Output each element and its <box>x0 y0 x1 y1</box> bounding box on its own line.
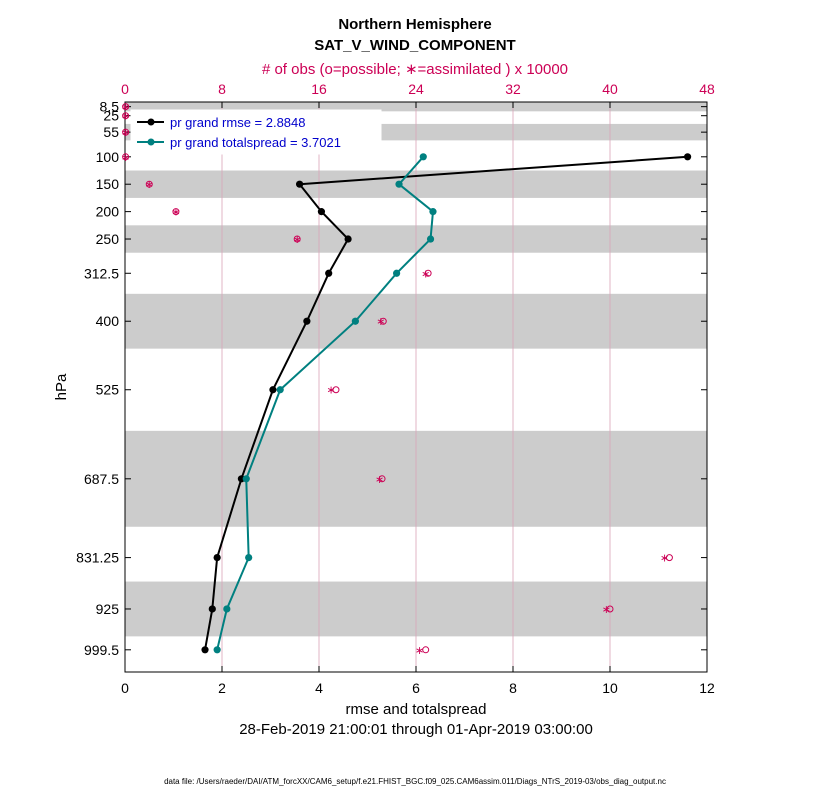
x-axis-label: rmse and totalspread <box>346 701 487 718</box>
obs-assimilated-marker: ∗ <box>121 151 130 164</box>
series-point-1 <box>245 553 253 562</box>
series-point-1 <box>276 386 284 394</box>
x-tick-label: 8 <box>509 680 517 696</box>
y-tick-label: 999.5 <box>84 642 119 658</box>
x-tick-label: 2 <box>218 680 226 696</box>
series-point-0 <box>208 605 216 613</box>
series-point-1 <box>426 235 435 243</box>
legend: pr grand rmse = 2.8848 pr grand totalspr… <box>130 109 382 155</box>
chart-subtitle: SAT_V_WIND_COMPONENT <box>314 37 515 54</box>
y-tick-label: 100 <box>96 149 120 165</box>
series-point-1 <box>419 153 427 161</box>
y-tick-label: 925 <box>96 601 120 617</box>
obs-possible-marker <box>379 317 387 325</box>
series-point-0 <box>317 208 326 216</box>
axis-ticks: 0 2 4 6 8 10 120 8 16 24 32 40 488.52555100150200250… <box>76 81 715 696</box>
obs-assimilated-marker: ∗ <box>376 315 385 328</box>
series-point-1 <box>223 605 231 613</box>
obs-possible-marker <box>293 235 301 243</box>
x-tick-label: 12 <box>699 680 715 696</box>
obs-possible-marker <box>122 112 130 120</box>
obs-count-markers: ∗∗∗∗∗∗∗∗∗∗∗∗∗∗ <box>121 101 673 657</box>
y-tick-label: 150 <box>96 176 120 192</box>
obs-assimilated-marker: ∗ <box>375 473 384 486</box>
series-point-0 <box>296 180 304 188</box>
y-tick-label: 831.25 <box>76 550 119 566</box>
obs-assimilated-marker: ∗ <box>415 644 424 657</box>
obs-possible-marker <box>422 646 430 654</box>
top-tick-label: 24 <box>408 81 424 97</box>
series-point-1 <box>395 180 403 188</box>
x-tick-label: 0 <box>121 680 129 696</box>
legend-spread-label: pr grand totalspread = 3.7021 <box>170 135 341 150</box>
obs-assimilated-marker: ∗ <box>171 206 180 219</box>
vertical-gridlines <box>221 102 611 672</box>
top-tick-label: 48 <box>699 81 715 97</box>
obs-possible-marker <box>122 103 130 111</box>
series-point-1 <box>429 208 437 216</box>
series-point-0 <box>201 646 209 654</box>
y-tick-label: 8.5 <box>100 99 120 115</box>
y-tick-label: 200 <box>96 204 120 220</box>
data-file-footnote: data file: /Users/raeder/DAI/ATM_forcXX/… <box>164 777 666 786</box>
top-tick-label: 32 <box>505 81 521 97</box>
series-point-0 <box>213 553 221 562</box>
y-tick-label: 55 <box>103 124 119 140</box>
top-tick-label: 16 <box>311 81 327 97</box>
obs-possible-marker <box>172 208 180 216</box>
obs-assimilated-marker: ∗ <box>145 178 154 191</box>
legend-box <box>130 109 382 155</box>
x-tick-label: 10 <box>602 680 618 696</box>
series-point-1 <box>242 475 250 483</box>
series-lines <box>201 153 692 654</box>
obs-possible-marker <box>122 128 130 136</box>
top-axis-label: # of obs (o=possible; ∗=assimilated ) x … <box>262 61 568 78</box>
series-point-0 <box>303 317 311 325</box>
x-tick-label: 4 <box>315 680 323 696</box>
top-tick-label: 0 <box>121 81 129 97</box>
obs-assimilated-marker: ∗ <box>121 126 130 139</box>
x-tick-label: 6 <box>412 680 420 696</box>
legend-rmse-marker <box>147 118 155 126</box>
obs-possible-marker <box>378 475 386 483</box>
obs-possible-marker <box>424 269 432 277</box>
y-axis-label: hPa <box>53 373 70 400</box>
legend-spread-marker <box>147 138 155 146</box>
obs-possible-marker <box>122 153 130 161</box>
obs-assimilated-marker: ∗ <box>421 267 430 280</box>
obs-possible-marker <box>145 180 153 188</box>
top-tick-label: 8 <box>218 81 226 97</box>
obs-assimilated-marker: ∗ <box>660 552 669 565</box>
series-point-1 <box>351 317 359 325</box>
series-point-0 <box>325 269 333 277</box>
series-point-0 <box>344 235 352 243</box>
series-point-1 <box>393 269 401 277</box>
obs-assimilated-marker: ∗ <box>121 101 130 114</box>
y-tick-label: 312.5 <box>84 265 119 281</box>
series-point-1 <box>213 646 221 654</box>
series-point-0 <box>269 386 277 394</box>
obs-assimilated-marker: ∗ <box>327 384 336 397</box>
y-tick-label: 525 <box>96 382 120 398</box>
top-tick-label: 40 <box>602 81 618 97</box>
obs-possible-marker <box>332 386 340 394</box>
chart-title: Northern Hemisphere <box>338 16 491 33</box>
date-range-label: 28-Feb-2019 21:00:01 through 01-Apr-2019… <box>239 721 593 738</box>
obs-possible-marker <box>665 554 673 562</box>
legend-rmse-label: pr grand rmse = 2.8848 <box>170 115 306 130</box>
y-tick-label: 687.5 <box>84 471 119 487</box>
obs-assimilated-marker: ∗ <box>293 233 302 246</box>
y-tick-label: 25 <box>103 108 119 124</box>
series-point-0 <box>684 153 692 161</box>
y-tick-label: 250 <box>96 231 120 247</box>
obs-assimilated-marker: ∗ <box>602 603 611 616</box>
obs-assimilated-marker: ∗ <box>121 110 130 123</box>
y-tick-label: 400 <box>96 313 120 329</box>
obs-possible-marker <box>606 605 614 613</box>
